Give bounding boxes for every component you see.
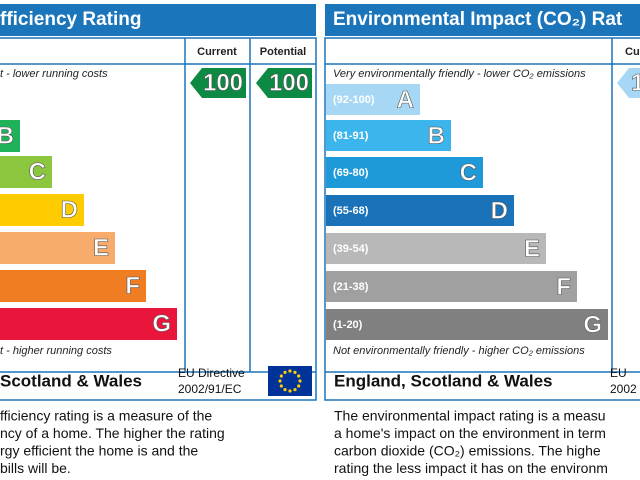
star (279, 384, 283, 388)
star (298, 379, 302, 383)
current-arrow (617, 68, 640, 98)
potential-arrow (256, 68, 312, 98)
description: rating the less impact it has on the env… (334, 460, 608, 476)
current-rating: 100 (203, 69, 243, 96)
description: The environmental impact rating is a mea… (334, 408, 606, 424)
potential-rating: 100 (269, 69, 309, 96)
band-letter: D (491, 197, 508, 224)
current-rating: 1 (631, 69, 640, 96)
title-bar (0, 4, 316, 36)
region: England, Scotland & Wales (334, 371, 553, 390)
frames (0, 37, 640, 401)
band-bar (0, 308, 177, 340)
band-letter: D (61, 196, 78, 223)
directive: 2002/91/EC (178, 382, 242, 396)
description: rgy efficient the home is and the (0, 443, 198, 459)
band-range: (1-20) (333, 319, 363, 331)
description: a home's impact on the environment in te… (334, 425, 606, 441)
column-header: Current (197, 46, 237, 58)
description: carbon dioxide (CO₂) emissions. The high… (334, 443, 601, 459)
band-letter: E (524, 235, 540, 262)
band-bar (326, 157, 483, 188)
band-bar (0, 120, 20, 152)
column-header: Cu (625, 46, 640, 58)
directive: 2002 (610, 382, 637, 396)
star (279, 374, 283, 378)
band-bar (0, 270, 146, 302)
band-bar (326, 233, 546, 264)
title: fficiency Rating (0, 9, 141, 30)
description: ncy of a home. The higher the rating (0, 425, 225, 441)
band-letter: A (397, 86, 414, 113)
band-bar (326, 271, 577, 302)
title-bar (325, 4, 640, 36)
star (283, 370, 287, 374)
directive: EU (610, 366, 627, 380)
band-bar (0, 232, 115, 264)
star (293, 370, 297, 374)
bottom-note: t - higher running costs (0, 345, 112, 357)
star (293, 388, 297, 392)
band-letter: E (93, 234, 109, 261)
band-bar (326, 195, 514, 226)
eu-stars (278, 369, 302, 393)
top-note: Very environmentally friendly - lower CO… (333, 68, 586, 80)
star (283, 388, 287, 392)
band-bar (0, 156, 52, 188)
bottom-note: Not environmentally friendly - higher CO… (333, 345, 585, 357)
band-range: (21-38) (333, 281, 369, 293)
band-bar (0, 194, 84, 226)
star (297, 374, 301, 378)
description: bills will be. (0, 460, 71, 476)
band-bar (326, 84, 420, 115)
band-letter: F (556, 273, 571, 300)
directive: EU Directive (178, 366, 245, 380)
star (288, 389, 292, 393)
region: Scotland & Wales (0, 371, 142, 390)
band-range: (92-100) (333, 94, 375, 106)
band-letter: G (152, 310, 171, 337)
band-bar (326, 309, 608, 340)
column-header: Potential (260, 46, 306, 58)
title: Environmental Impact (CO₂) Rat (333, 9, 623, 30)
band-letter: C (29, 158, 46, 185)
band-letter: F (125, 272, 140, 299)
band-range: (55-68) (333, 205, 369, 217)
band-range: (69-80) (333, 167, 369, 179)
current-arrow (190, 68, 246, 98)
description: fficiency rating is a measure of the (0, 408, 212, 424)
star (278, 379, 282, 383)
band-letter: B (428, 122, 445, 149)
star (288, 369, 292, 373)
band-bar (326, 120, 451, 151)
band-letter: B (0, 122, 14, 149)
star (297, 384, 301, 388)
band-range: (39-54) (333, 243, 369, 255)
band-letter: C (460, 159, 477, 186)
band-letter: G (583, 311, 602, 338)
top-note: t - lower running costs (0, 68, 108, 80)
band-range: (81-91) (333, 130, 369, 142)
